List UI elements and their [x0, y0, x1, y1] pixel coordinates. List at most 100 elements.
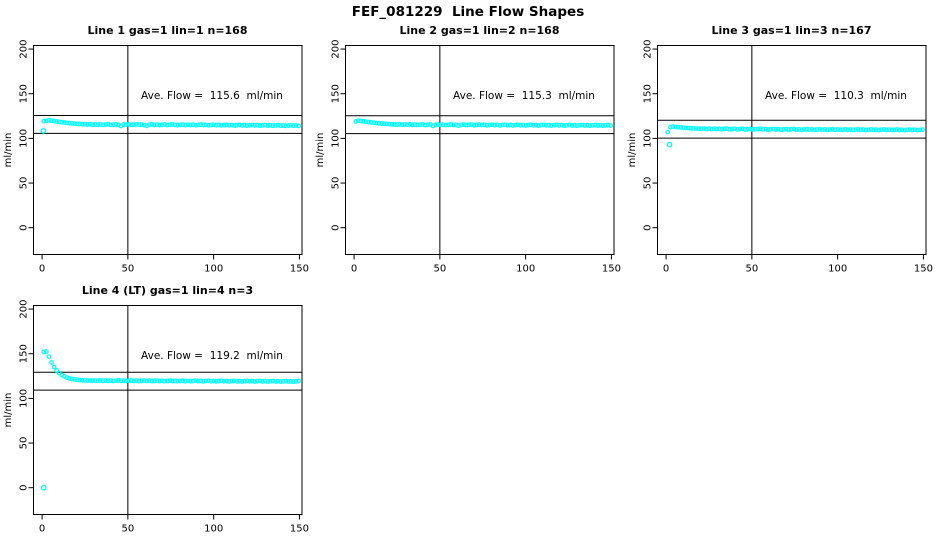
outlier-point: [666, 141, 673, 148]
data-point: [683, 125, 689, 131]
data-point: [801, 127, 807, 132]
data-point: [167, 378, 173, 384]
x-tick-label: 0: [39, 264, 45, 275]
data-point: [226, 122, 232, 128]
data-point: [90, 378, 96, 384]
data-point: [701, 126, 707, 131]
data-point: [548, 123, 554, 128]
data-point: [538, 122, 544, 128]
data-point: [77, 121, 83, 127]
data-point: [121, 378, 126, 384]
data-point: [850, 127, 856, 133]
data-point: [72, 377, 78, 382]
data-point: [402, 121, 408, 127]
data-point: [77, 377, 83, 383]
data-point: [254, 378, 260, 384]
data-point: [917, 127, 923, 133]
data-point: [518, 122, 523, 128]
data-point: [533, 122, 539, 128]
data-point: [126, 122, 132, 127]
data-point: [157, 378, 163, 384]
data-point: [724, 126, 730, 132]
data-point: [278, 379, 283, 384]
y-tick-label: 150: [19, 84, 30, 103]
data-point: [105, 121, 111, 127]
data-point: [103, 378, 108, 383]
data-point: [799, 127, 805, 133]
data-point: [285, 123, 291, 128]
data-point: [899, 127, 905, 133]
data-point: [755, 126, 761, 132]
data-point: [177, 378, 183, 384]
data-point: [291, 123, 296, 129]
x-tick-label: 0: [663, 264, 669, 275]
data-point: [897, 127, 902, 133]
data-point: [894, 127, 900, 132]
data-point: [479, 122, 485, 128]
data-point: [453, 122, 459, 128]
data-point: [216, 122, 222, 128]
data-point: [134, 378, 139, 384]
data-point: [520, 122, 526, 128]
data-point: [691, 125, 696, 131]
data-point: [500, 122, 505, 128]
data-point: [750, 127, 756, 132]
data-point: [141, 122, 147, 128]
data-point: [273, 123, 278, 128]
data-point: [675, 124, 681, 130]
data-point: [72, 121, 78, 127]
data-point: [371, 120, 377, 126]
data-point: [909, 127, 915, 133]
data-point: [242, 378, 247, 384]
data-point: [134, 121, 139, 127]
data-point: [139, 378, 144, 384]
data-point: [149, 378, 155, 384]
data-point: [291, 379, 296, 384]
x-tick-label: 0: [351, 264, 357, 275]
data-point: [208, 378, 214, 384]
data-point: [814, 127, 820, 132]
data-point: [837, 127, 843, 133]
data-point: [745, 126, 750, 132]
data-point: [561, 123, 567, 128]
data-point: [242, 122, 247, 128]
data-point: [218, 122, 224, 128]
data-point: [221, 378, 227, 384]
data-point: [229, 122, 235, 128]
y-tick-label: 100: [331, 129, 342, 148]
data-point: [891, 127, 897, 133]
data-point: [41, 349, 47, 355]
data-point: [786, 127, 792, 132]
data-point: [265, 123, 271, 128]
data-point: [794, 127, 799, 133]
data-point: [497, 122, 503, 128]
data-point: [698, 126, 704, 132]
data-point: [154, 378, 160, 384]
data-point: [597, 122, 603, 128]
data-point: [386, 121, 392, 127]
data-point: [809, 126, 815, 132]
data-point: [188, 378, 193, 384]
data-point: [213, 122, 219, 128]
data-point: [358, 118, 364, 124]
data-point: [296, 123, 301, 129]
data-point: [863, 127, 869, 133]
y-axis-label: ml/min: [3, 132, 14, 168]
data-point: [379, 121, 384, 126]
data-point: [494, 122, 500, 128]
data-point: [884, 127, 889, 133]
data-point: [100, 378, 106, 384]
y-tick-label: 50: [331, 177, 342, 190]
data-point: [482, 122, 487, 128]
data-point: [51, 364, 57, 370]
data-point: [410, 122, 415, 128]
data-point: [433, 122, 438, 128]
data-point: [806, 127, 812, 133]
data-point: [446, 122, 451, 128]
data-point: [907, 127, 913, 132]
data-point: [868, 127, 874, 132]
data-point: [157, 122, 163, 128]
data-point: [218, 378, 224, 384]
data-point: [523, 123, 529, 128]
data-point: [244, 378, 250, 384]
